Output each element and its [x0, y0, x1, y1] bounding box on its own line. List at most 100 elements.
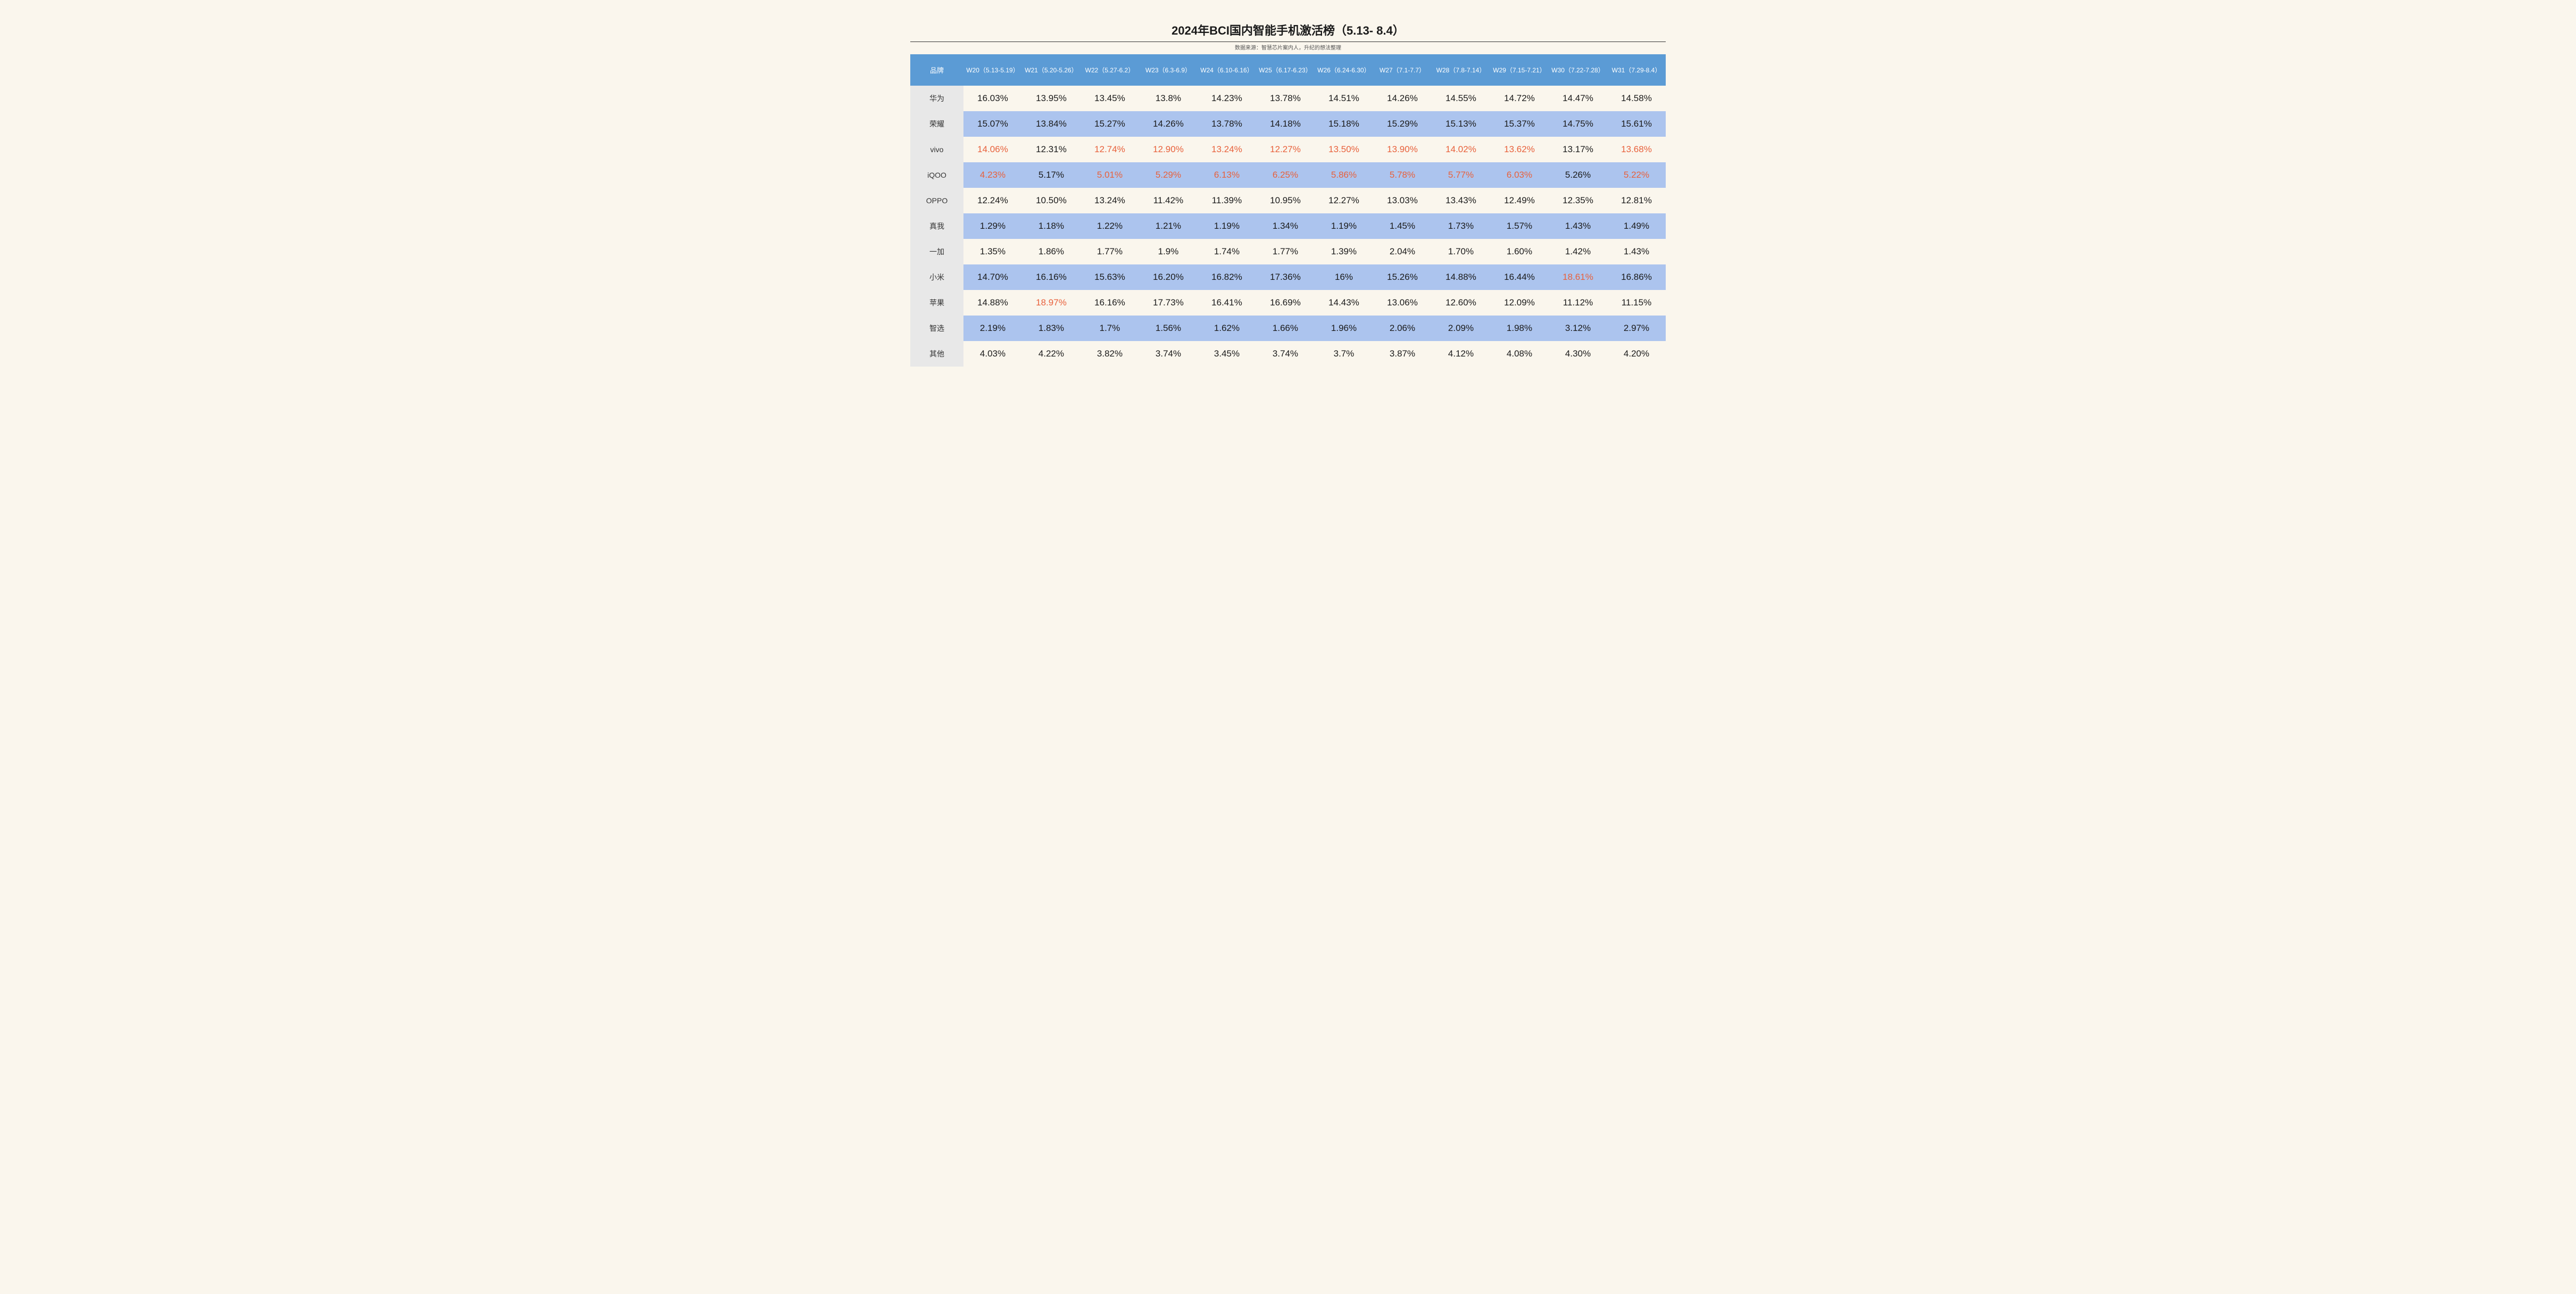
value-cell: 3.12%: [1549, 316, 1607, 341]
value-cell: 14.26%: [1139, 111, 1198, 137]
value-cell: 13.68%: [1607, 137, 1666, 162]
value-cell: 1.73%: [1432, 213, 1490, 239]
value-cell: 3.7%: [1315, 341, 1373, 367]
value-cell: 14.02%: [1432, 137, 1490, 162]
brand-cell: vivo: [910, 137, 963, 162]
table-row: 其他4.03%4.22%3.82%3.74%3.45%3.74%3.7%3.87…: [910, 341, 1666, 367]
value-cell: 13.90%: [1373, 137, 1432, 162]
value-cell: 1.49%: [1607, 213, 1666, 239]
col-header-week: W28（7.8-7.14）: [1432, 54, 1490, 86]
col-header-week: W31（7.29-8.4）: [1607, 54, 1666, 86]
brand-cell: 荣耀: [910, 111, 963, 137]
value-cell: 10.50%: [1022, 188, 1081, 213]
value-cell: 13.24%: [1198, 137, 1256, 162]
value-cell: 1.60%: [1490, 239, 1549, 264]
value-cell: 15.63%: [1081, 264, 1139, 290]
value-cell: 2.09%: [1432, 316, 1490, 341]
value-cell: 3.74%: [1139, 341, 1198, 367]
value-cell: 4.20%: [1607, 341, 1666, 367]
col-header-week: W24（6.10-6.16）: [1198, 54, 1256, 86]
value-cell: 1.57%: [1490, 213, 1549, 239]
brand-cell: iQOO: [910, 162, 963, 188]
value-cell: 14.18%: [1256, 111, 1315, 137]
value-cell: 4.12%: [1432, 341, 1490, 367]
value-cell: 11.15%: [1607, 290, 1666, 316]
value-cell: 12.09%: [1490, 290, 1549, 316]
table-row: OPPO12.24%10.50%13.24%11.42%11.39%10.95%…: [910, 188, 1666, 213]
value-cell: 1.19%: [1315, 213, 1373, 239]
value-cell: 2.97%: [1607, 316, 1666, 341]
value-cell: 1.35%: [963, 239, 1022, 264]
brand-cell: 真我: [910, 213, 963, 239]
value-cell: 3.82%: [1081, 341, 1139, 367]
value-cell: 1.70%: [1432, 239, 1490, 264]
value-cell: 11.12%: [1549, 290, 1607, 316]
brand-cell: OPPO: [910, 188, 963, 213]
brand-cell: 华为: [910, 86, 963, 111]
value-cell: 15.29%: [1373, 111, 1432, 137]
col-header-week: W30（7.22-7.28）: [1549, 54, 1607, 86]
value-cell: 13.78%: [1198, 111, 1256, 137]
value-cell: 14.58%: [1607, 86, 1666, 111]
value-cell: 11.42%: [1139, 188, 1198, 213]
table-row: 华为16.03%13.95%13.45%13.8%14.23%13.78%14.…: [910, 86, 1666, 111]
value-cell: 14.72%: [1490, 86, 1549, 111]
brand-cell: 其他: [910, 341, 963, 367]
value-cell: 12.74%: [1081, 137, 1139, 162]
col-header-brand: 品牌: [910, 54, 963, 86]
value-cell: 2.04%: [1373, 239, 1432, 264]
table-container: 2024年BCI国内智能手机激活榜（5.13- 8.4） 数据来源：智慧芯片案内…: [910, 21, 1666, 367]
value-cell: 12.49%: [1490, 188, 1549, 213]
col-header-week: W23（6.3-6.9）: [1139, 54, 1198, 86]
value-cell: 1.9%: [1139, 239, 1198, 264]
value-cell: 14.51%: [1315, 86, 1373, 111]
col-header-week: W29（7.15-7.21）: [1490, 54, 1549, 86]
table-row: 小米14.70%16.16%15.63%16.20%16.82%17.36%16…: [910, 264, 1666, 290]
table-row: 智选2.19%1.83%1.7%1.56%1.62%1.66%1.96%2.06…: [910, 316, 1666, 341]
value-cell: 6.13%: [1198, 162, 1256, 188]
value-cell: 2.06%: [1373, 316, 1432, 341]
value-cell: 1.19%: [1198, 213, 1256, 239]
value-cell: 1.96%: [1315, 316, 1373, 341]
value-cell: 13.78%: [1256, 86, 1315, 111]
value-cell: 16.03%: [963, 86, 1022, 111]
brand-cell: 一加: [910, 239, 963, 264]
data-source-subtitle: 数据来源：智慧芯片案内人，升纪的想法整理: [910, 43, 1666, 51]
value-cell: 5.22%: [1607, 162, 1666, 188]
value-cell: 6.25%: [1256, 162, 1315, 188]
value-cell: 1.56%: [1139, 316, 1198, 341]
value-cell: 16%: [1315, 264, 1373, 290]
value-cell: 17.36%: [1256, 264, 1315, 290]
value-cell: 2.19%: [963, 316, 1022, 341]
value-cell: 14.06%: [963, 137, 1022, 162]
value-cell: 4.23%: [963, 162, 1022, 188]
value-cell: 5.78%: [1373, 162, 1432, 188]
value-cell: 13.24%: [1081, 188, 1139, 213]
value-cell: 13.45%: [1081, 86, 1139, 111]
value-cell: 16.20%: [1139, 264, 1198, 290]
value-cell: 15.61%: [1607, 111, 1666, 137]
value-cell: 12.35%: [1549, 188, 1607, 213]
table-row: iQOO4.23%5.17%5.01%5.29%6.13%6.25%5.86%5…: [910, 162, 1666, 188]
col-header-week: W26（6.24-6.30）: [1315, 54, 1373, 86]
value-cell: 5.17%: [1022, 162, 1081, 188]
table-header-row: 品牌W20（5.13-5.19）W21（5.20-5.26）W22（5.27-6…: [910, 54, 1666, 86]
value-cell: 3.74%: [1256, 341, 1315, 367]
col-header-week: W20（5.13-5.19）: [963, 54, 1022, 86]
value-cell: 1.77%: [1256, 239, 1315, 264]
value-cell: 15.13%: [1432, 111, 1490, 137]
value-cell: 10.95%: [1256, 188, 1315, 213]
page-title: 2024年BCI国内智能手机激活榜（5.13- 8.4）: [910, 21, 1666, 38]
value-cell: 1.42%: [1549, 239, 1607, 264]
value-cell: 18.61%: [1549, 264, 1607, 290]
value-cell: 3.45%: [1198, 341, 1256, 367]
col-header-week: W21（5.20-5.26）: [1022, 54, 1081, 86]
value-cell: 12.27%: [1256, 137, 1315, 162]
value-cell: 18.97%: [1022, 290, 1081, 316]
value-cell: 13.43%: [1432, 188, 1490, 213]
table-row: 荣耀15.07%13.84%15.27%14.26%13.78%14.18%15…: [910, 111, 1666, 137]
value-cell: 4.22%: [1022, 341, 1081, 367]
value-cell: 4.30%: [1549, 341, 1607, 367]
value-cell: 5.86%: [1315, 162, 1373, 188]
value-cell: 12.60%: [1432, 290, 1490, 316]
